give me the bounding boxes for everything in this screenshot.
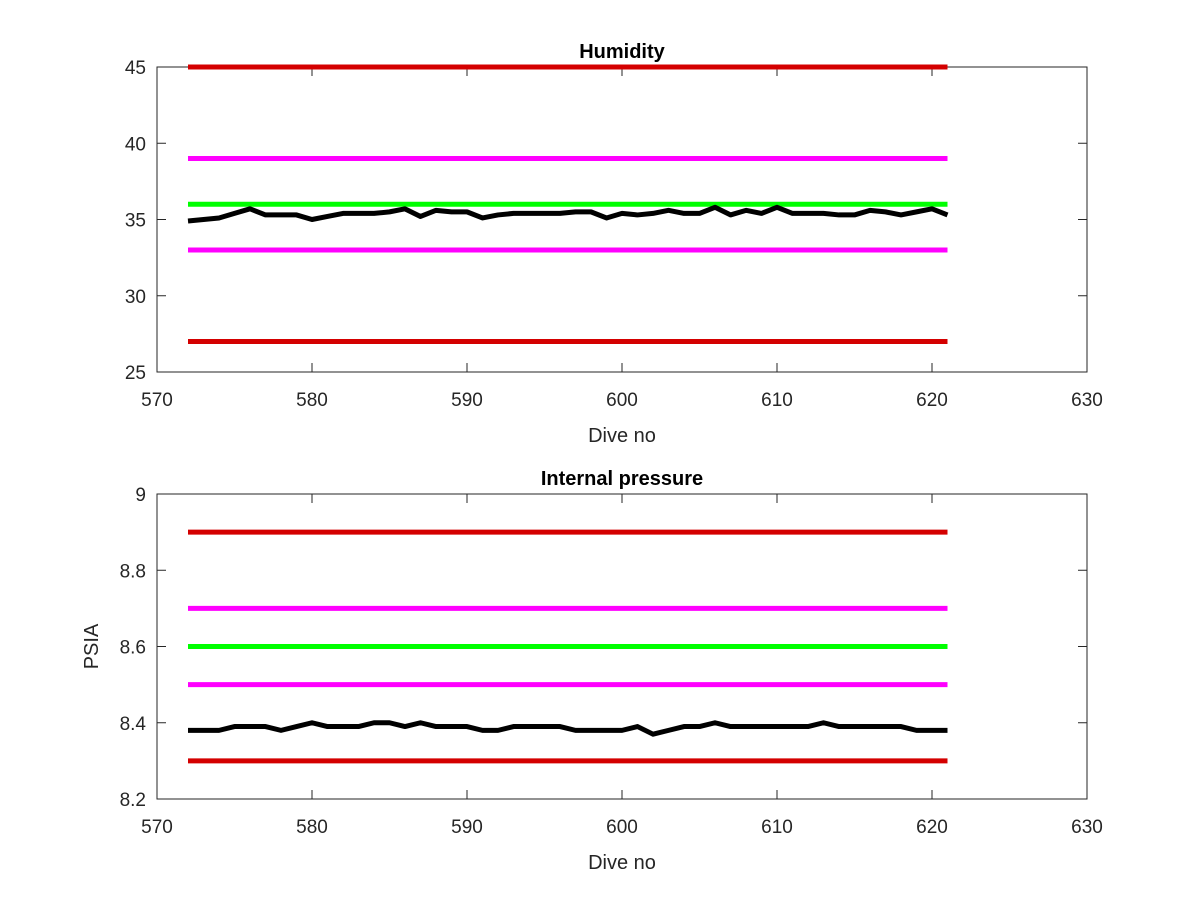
x-tick-label: 630 xyxy=(1071,390,1103,411)
chart-title: Humidity xyxy=(579,41,665,63)
x-tick-label: 620 xyxy=(916,817,948,838)
x-axis-label: Dive no xyxy=(588,852,656,874)
x-tick-label: 570 xyxy=(141,390,173,411)
y-axis-label: PSIA xyxy=(81,623,103,669)
x-tick-label: 610 xyxy=(761,817,793,838)
y-tick-label: 30 xyxy=(125,287,146,308)
x-axis-label: Dive no xyxy=(588,425,656,447)
x-tick-label: 580 xyxy=(296,390,328,411)
x-tick-label: 600 xyxy=(606,817,638,838)
y-tick-label: 8.2 xyxy=(120,790,146,811)
y-tick-label: 8.6 xyxy=(120,638,146,659)
y-tick-label: 9 xyxy=(135,485,146,506)
x-tick-label: 600 xyxy=(606,390,638,411)
chart-panel-1: 570 580 590 600 610 620 630 25 30 35 40 45 Humidity D… xyxy=(125,41,1103,447)
y-tick-label: 8.4 xyxy=(120,714,147,735)
axes-box xyxy=(156,66,1088,373)
x-tick-label: 630 xyxy=(1071,817,1103,838)
data-series-line xyxy=(187,204,949,224)
y-tick-label: 40 xyxy=(125,134,146,155)
x-tick-label: 570 xyxy=(141,817,173,838)
chart-title: Internal pressure xyxy=(541,468,703,490)
x-tick-label: 590 xyxy=(451,390,483,411)
x-tick-label: 580 xyxy=(296,817,328,838)
x-tick-label: 610 xyxy=(761,390,793,411)
y-tick-label: 8.8 xyxy=(120,561,146,582)
y-tick-label: 35 xyxy=(125,211,146,232)
x-tick-label: 620 xyxy=(916,390,948,411)
y-tick-label: 45 xyxy=(125,58,146,79)
chart-panel-2: 570 580 590 600 610 620 630 8.2 8.4 8.6 8.8 9 Intern… xyxy=(81,468,1103,874)
data-series-line xyxy=(188,720,948,737)
x-tick-label: 590 xyxy=(451,817,483,838)
y-tick-label: 25 xyxy=(125,363,146,384)
